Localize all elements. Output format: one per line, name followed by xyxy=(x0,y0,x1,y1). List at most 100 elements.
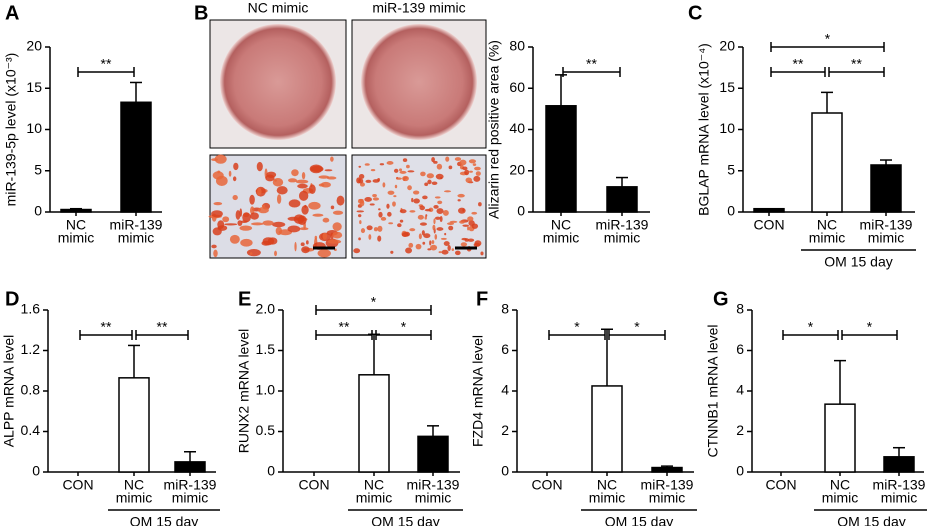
y-tick-label: 4 xyxy=(736,382,744,398)
y-tick-label: 0 xyxy=(736,463,744,479)
stain-spot xyxy=(444,232,447,236)
x-tick-label: mimic xyxy=(415,490,452,506)
stain-spot xyxy=(462,224,469,227)
stain-spot xyxy=(257,206,269,214)
stain-spot xyxy=(379,163,385,166)
stain-spot xyxy=(467,226,470,231)
stain-spot xyxy=(434,196,441,199)
x-tick-label: CON xyxy=(531,477,562,493)
stain-spot xyxy=(382,182,386,188)
stain-spot xyxy=(461,237,468,241)
x-tick-label: mimic xyxy=(356,490,393,506)
stain-spot xyxy=(473,242,481,247)
group-label: OM 15 day xyxy=(824,254,892,270)
stain-spot xyxy=(424,208,432,212)
stain-spot xyxy=(287,216,300,221)
x-tick-label: miR-139 xyxy=(110,217,163,233)
y-tick-label: 2.0 xyxy=(256,301,276,317)
stain-spot xyxy=(276,194,282,204)
stain-spot xyxy=(448,225,454,231)
stain-spot xyxy=(301,172,306,180)
stain-spot xyxy=(429,240,432,246)
y-tick-label: 6 xyxy=(501,341,509,357)
stain-spot xyxy=(423,233,431,239)
stain-spot xyxy=(443,241,450,246)
stain-spot xyxy=(433,160,438,164)
stain-spot xyxy=(358,198,364,201)
stain-spot xyxy=(427,248,432,251)
stain-spot xyxy=(399,209,407,214)
stain-spot xyxy=(224,223,238,226)
stain-spot xyxy=(229,234,240,244)
stain-spot xyxy=(442,210,449,216)
stain-spot xyxy=(365,179,372,183)
bar xyxy=(883,456,915,473)
stain-spot xyxy=(421,230,425,236)
bar xyxy=(606,186,638,213)
x-tick-label: CON xyxy=(753,217,784,233)
y-tick-label: 10 xyxy=(719,120,735,136)
stain-spot xyxy=(368,234,372,240)
stain-spot xyxy=(468,170,473,173)
stain-spot xyxy=(364,163,370,166)
y-axis-label: BGLAP mRNA level (x10⁻⁴) xyxy=(696,43,712,216)
significance-label: ** xyxy=(101,319,112,335)
stain-spot xyxy=(478,202,482,207)
stain-spot xyxy=(380,216,387,221)
significance-label: ** xyxy=(339,319,350,335)
stain-spot xyxy=(409,228,416,232)
significance-label: * xyxy=(634,319,640,335)
stain-spot xyxy=(417,214,424,220)
y-tick-label: 0 xyxy=(727,203,735,219)
plate xyxy=(361,24,477,140)
stain-spot xyxy=(422,195,428,200)
significance-label: ** xyxy=(586,56,597,72)
x-tick-label: mimic xyxy=(881,490,918,506)
significance-label: ** xyxy=(101,56,112,72)
stain-spot xyxy=(262,220,274,226)
y-axis-label: Alizarin red positive area (%) xyxy=(486,40,502,219)
bar xyxy=(545,105,577,213)
stain-spot xyxy=(475,171,481,176)
stain-spot xyxy=(358,173,365,179)
stain-spot xyxy=(353,248,361,254)
x-tick-label: NC xyxy=(364,477,384,493)
stain-spot xyxy=(369,203,375,206)
stain-spot xyxy=(327,239,342,244)
stain-spot xyxy=(436,163,443,170)
plate-images xyxy=(209,19,487,259)
bar xyxy=(358,374,390,473)
x-tick-label: mimic xyxy=(589,490,626,506)
y-tick-label: 1.6 xyxy=(21,301,41,317)
stain-spot xyxy=(232,176,237,182)
stain-spot xyxy=(449,220,458,223)
y-tick-label: 1.0 xyxy=(256,382,276,398)
stain-spot xyxy=(457,193,465,198)
stain-spot xyxy=(336,195,345,206)
stain-spot xyxy=(451,248,455,251)
x-tick-label: mimic xyxy=(172,490,209,506)
stain-spot xyxy=(418,233,422,240)
stain-spot xyxy=(377,178,381,182)
stain-spot xyxy=(431,240,435,244)
x-tick-label: mimic xyxy=(116,490,153,506)
stain-spot xyxy=(322,217,330,223)
y-tick-label: 1.5 xyxy=(256,341,276,357)
x-tick-label: mimic xyxy=(118,230,155,246)
x-tick-label: miR-139 xyxy=(407,477,460,493)
y-tick-label: 0 xyxy=(34,203,42,219)
stain-spot xyxy=(435,173,444,180)
stain-spot xyxy=(471,211,478,215)
stain-spot xyxy=(454,250,461,256)
stain-spot xyxy=(256,161,263,172)
stain-spot xyxy=(460,242,468,247)
stain-spot xyxy=(419,222,427,226)
stain-spot xyxy=(468,159,477,164)
stain-spot xyxy=(386,203,390,209)
stain-spot xyxy=(397,223,402,228)
plate xyxy=(220,24,336,140)
stain-spot xyxy=(299,227,309,231)
group-label: OM 15 day xyxy=(837,514,905,526)
x-tick-label: NC xyxy=(830,477,850,493)
stain-spot xyxy=(445,156,450,162)
